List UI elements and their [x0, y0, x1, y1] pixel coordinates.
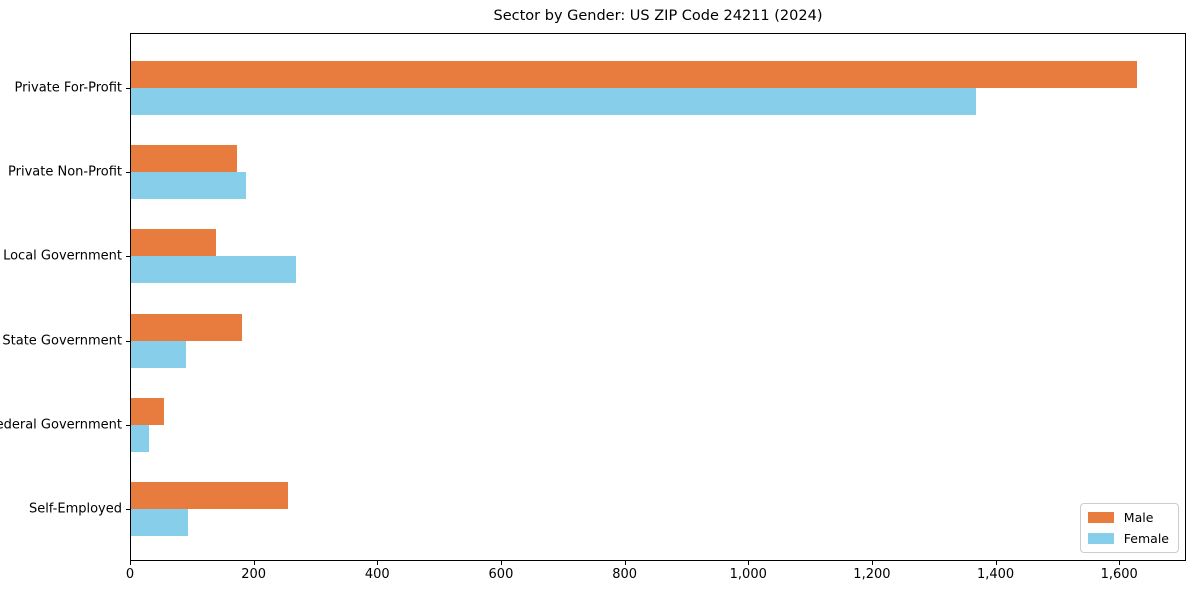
bar-male-5 [131, 397, 164, 425]
x-tick-mark [1119, 561, 1121, 565]
x-tick-mark [500, 561, 502, 565]
x-tick-label: 0 [125, 567, 135, 582]
x-tick-label: 1,200 [853, 567, 891, 582]
x-tick-label: 400 [364, 567, 390, 582]
bar-female-4 [131, 340, 186, 368]
x-tick-mark [377, 561, 379, 565]
x-tick-label: 1,600 [1100, 567, 1138, 582]
y-tick-label: Local Government [3, 248, 122, 264]
bar-female-1 [131, 88, 976, 115]
bar-male-3 [131, 229, 216, 257]
bar-female-3 [131, 256, 296, 284]
x-tick-label: 800 [612, 567, 638, 582]
bar-male-2 [131, 145, 237, 173]
y-tick-label: Private Non-Profit [8, 164, 122, 180]
x-tick-mark [130, 561, 131, 565]
bar-female-5 [131, 424, 149, 452]
y-tick-mark [126, 88, 130, 89]
bar-male-6 [131, 482, 288, 509]
y-tick-mark [126, 340, 130, 342]
x-tick-mark [624, 561, 626, 565]
legend-swatch-male [1087, 512, 1114, 523]
legend-label: Male [1123, 510, 1154, 525]
x-tick-mark [871, 561, 873, 565]
bar-male-1 [131, 61, 1137, 88]
x-tick-label: 200 [241, 567, 267, 582]
x-tick-label: 1,000 [729, 567, 767, 582]
y-tick-mark [126, 172, 130, 174]
y-tick-mark [126, 509, 130, 510]
plot-area [130, 33, 1186, 561]
x-tick-mark [253, 561, 255, 565]
bar-female-6 [131, 509, 188, 536]
x-tick-label: 1,400 [976, 567, 1015, 582]
legend-label: Female [1123, 531, 1169, 546]
bar-female-2 [131, 172, 246, 200]
legend-entry-male: Male [1087, 510, 1169, 525]
legend-swatch-female [1087, 533, 1114, 544]
y-tick-mark [126, 424, 130, 426]
bar-male-4 [131, 313, 242, 341]
x-tick-mark [995, 561, 997, 565]
legend: Male Female [1079, 503, 1179, 553]
legend-entry-female: Female [1087, 531, 1169, 546]
y-tick-label: State Government [2, 333, 122, 349]
chart-title: Sector by Gender: US ZIP Code 24211 (202… [493, 8, 823, 24]
y-tick-mark [126, 256, 130, 258]
y-tick-label: Federal Government [0, 417, 122, 433]
y-tick-label: Self-Employed [28, 501, 122, 517]
x-tick-label: 600 [488, 567, 514, 582]
x-tick-mark [748, 561, 750, 565]
y-tick-label: Private For-Profit [14, 80, 122, 96]
